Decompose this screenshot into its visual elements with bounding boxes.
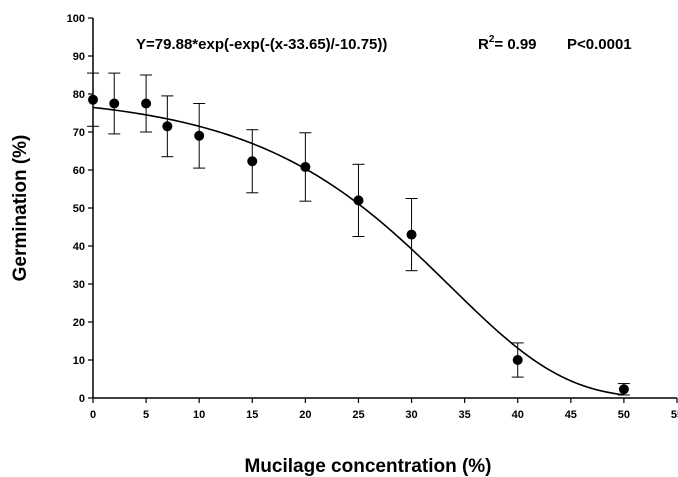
- data-point: [300, 161, 311, 172]
- x-axis-label: Mucilage concentration (%): [244, 456, 491, 477]
- data-point: [247, 156, 258, 167]
- data-point: [194, 130, 205, 141]
- data-point: [512, 355, 523, 365]
- y-tick-label: 30: [73, 279, 85, 291]
- axes: [92, 18, 677, 399]
- x-tick-label: 5: [143, 409, 149, 421]
- data-point: [141, 98, 152, 109]
- x-tick-label: 0: [90, 409, 96, 421]
- data-point: [353, 195, 364, 206]
- y-tick-label: 80: [73, 89, 85, 101]
- y-tick-label: 40: [73, 241, 85, 253]
- r-squared-value: = 0.99: [494, 36, 536, 53]
- y-tick-label: 0: [79, 393, 85, 405]
- x-tick-label: 30: [405, 409, 417, 421]
- p-value-annotation: P<0.0001: [567, 36, 632, 53]
- fit-curve-path: [92, 106, 625, 396]
- r-squared-superscript: 2: [489, 34, 495, 45]
- x-ticks: 0 5 10 15 20 25 30 35 40 45 50 55: [90, 398, 678, 421]
- x-tick-label: 25: [352, 409, 364, 421]
- x-tick-label: 45: [565, 409, 577, 421]
- y-axis-label: Germination (%): [10, 135, 31, 282]
- y-ticks: 0 10 20 30 40 50 60 70 80 90 100: [67, 13, 93, 405]
- x-tick-label: 55: [671, 409, 678, 421]
- r-squared-annotation: R2= 0.99: [478, 34, 537, 53]
- data-point: [88, 94, 98, 105]
- r-squared-label: R: [478, 36, 489, 53]
- data-points: [88, 94, 629, 395]
- data-point: [162, 121, 173, 132]
- x-tick-label: 40: [512, 409, 524, 421]
- x-tick-label: 50: [618, 409, 630, 421]
- data-point: [109, 98, 120, 109]
- y-tick-label: 50: [73, 203, 85, 215]
- x-tick-label: 20: [299, 409, 311, 421]
- data-point: [406, 229, 417, 240]
- fit-curve: [92, 106, 625, 396]
- error-bars: [87, 72, 630, 396]
- x-tick-label: 10: [193, 409, 205, 421]
- data-point: [618, 384, 629, 395]
- y-tick-label: 20: [73, 317, 85, 329]
- y-tick-label: 90: [73, 51, 85, 63]
- x-tick-label: 35: [459, 409, 471, 421]
- x-tick-label: 15: [246, 409, 258, 421]
- y-tick-label: 100: [67, 13, 85, 25]
- y-tick-label: 60: [73, 165, 85, 177]
- y-tick-label: 10: [73, 355, 85, 367]
- y-tick-label: 70: [73, 127, 85, 139]
- equation-annotation: Y=79.88*exp(-exp(-(x-33.65)/-10.75)): [136, 36, 387, 53]
